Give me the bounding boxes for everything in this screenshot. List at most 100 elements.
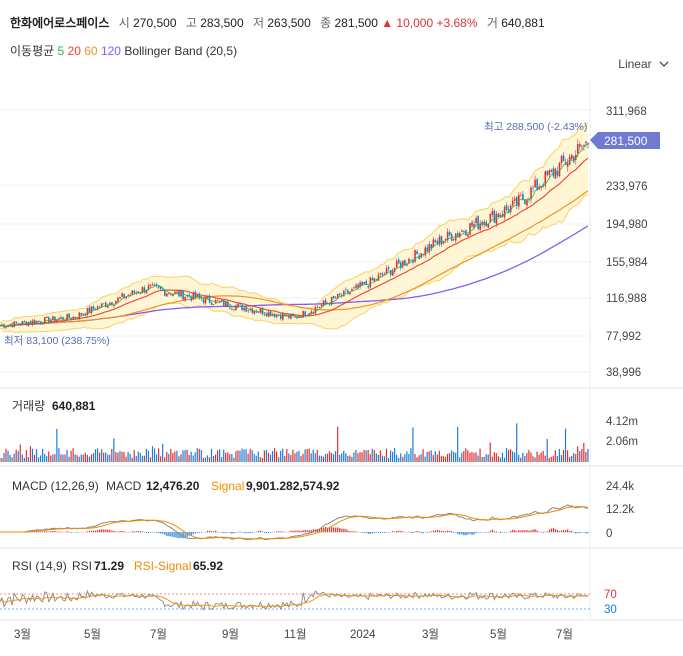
volume-bar (536, 451, 538, 462)
volume-bar (278, 457, 280, 462)
macd-histogram-bar (174, 532, 176, 538)
macd-histogram-bar (394, 531, 396, 533)
volume-bar (530, 452, 532, 462)
candle-body (367, 286, 370, 288)
macd-histogram-bar (524, 530, 526, 533)
volume-bar (489, 442, 491, 462)
macd-histogram-bar (477, 532, 479, 533)
x-tick: 7월 (150, 628, 167, 641)
volume-bar (35, 449, 38, 462)
volume-bar (573, 453, 575, 462)
volume-bar (133, 449, 135, 462)
volume-bar (349, 455, 351, 462)
macd-histogram-bar (68, 531, 70, 533)
macd-histogram-bar (76, 532, 78, 533)
candle-body (566, 162, 569, 167)
candle-body (286, 314, 288, 316)
candle-body (467, 234, 469, 237)
candle-body (131, 290, 134, 295)
candle-body (94, 309, 97, 311)
ma5-label[interactable]: 5 (57, 44, 65, 58)
candle-body (501, 214, 504, 216)
volume-bar (107, 454, 109, 462)
candle-body (572, 156, 575, 163)
volume-bar (245, 449, 247, 462)
ma60-label[interactable]: 60 (84, 44, 98, 58)
macd-histogram-bar (300, 530, 302, 533)
macd-histogram-bar (66, 531, 68, 533)
ma120-label[interactable]: 120 (100, 44, 121, 58)
macd-histogram-bar (383, 532, 386, 533)
macd-histogram-bar (190, 532, 192, 536)
macd-histogram-bar (278, 531, 280, 533)
candle-body (387, 267, 390, 269)
macd-histogram-bar (318, 528, 321, 533)
volume-bar (23, 457, 25, 462)
volume-bar (214, 454, 217, 462)
candle-body (408, 258, 410, 263)
candle-body (149, 284, 152, 287)
volume-bar (562, 450, 565, 462)
rsi-signal-value: 65.92 (193, 559, 223, 573)
candle-body (184, 296, 186, 301)
macd-histogram-bar (123, 531, 125, 533)
macd-histogram-bar (139, 531, 141, 533)
indicator-legend: 이동평균 5 20 60 120 Bollinger Band (20,5) (10, 42, 237, 59)
bollinger-label[interactable]: Bollinger Band (20,5) (124, 44, 238, 58)
volume-bar (514, 452, 516, 462)
volume-bar (188, 454, 190, 462)
candle-body (78, 312, 81, 319)
volume-bar (300, 456, 302, 462)
volume-bar (206, 455, 209, 462)
candle-body (133, 290, 136, 294)
macd-histogram-bar (467, 532, 469, 535)
macd-histogram-bar (426, 532, 428, 533)
rsi-tick: 70 (604, 589, 617, 601)
volume-bar (339, 454, 341, 462)
volume-bar (145, 448, 147, 462)
volume-bar (552, 455, 554, 462)
volume-bar (168, 453, 170, 462)
volume-bar (129, 453, 131, 462)
candle-body (292, 313, 294, 317)
volume-bar (298, 450, 300, 462)
volume-bar (190, 451, 192, 462)
volume-bar (131, 457, 133, 462)
macd-histogram-bar (410, 532, 412, 533)
candle-body (318, 307, 321, 308)
volume-bar (434, 451, 436, 462)
scale-select[interactable]: Linear (618, 57, 669, 71)
volume-bar (318, 455, 320, 462)
macd-histogram-bar (105, 529, 107, 533)
candle-body (45, 316, 48, 318)
macd-histogram-bar (449, 530, 451, 533)
price-panel (0, 122, 589, 334)
candle-body (564, 161, 567, 165)
candle-body (493, 210, 496, 223)
candle-body (19, 324, 22, 326)
macd-histogram-bar (444, 531, 447, 533)
volume-bar (204, 457, 206, 462)
volume-bar (31, 448, 34, 462)
bollinger-band-fill (0, 122, 588, 333)
ma20-label[interactable]: 20 (67, 44, 81, 58)
macd-signal-value: 9,901.282,574.92 (246, 479, 340, 493)
macd-histogram-bar (147, 532, 150, 533)
low-value: 263,500 (267, 16, 311, 30)
macd-histogram-bar (343, 528, 345, 533)
macd-chart (0, 504, 589, 541)
ma-label[interactable]: 이동평균 (10, 44, 55, 58)
candle-body (385, 268, 388, 275)
volume-bar (337, 426, 339, 462)
candle-body (62, 317, 64, 320)
volume-bar (473, 453, 475, 462)
macd-histogram-bar (298, 530, 300, 533)
macd-histogram-bar (558, 531, 561, 533)
volume-bar (182, 450, 184, 462)
macd-histogram-bar (70, 532, 72, 533)
volume-bar (44, 453, 46, 462)
macd-histogram-bar (491, 529, 493, 533)
volume-bar (430, 450, 432, 462)
candle-body (233, 309, 235, 310)
